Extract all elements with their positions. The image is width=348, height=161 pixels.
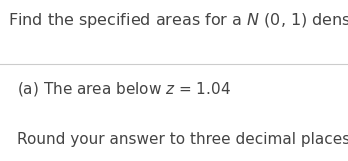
Text: Round your answer to three decimal places.: Round your answer to three decimal place… — [17, 132, 348, 147]
Text: Find the specified areas for a $\mathit{N}$ (0, 1) density.: Find the specified areas for a $\mathit{… — [8, 11, 348, 30]
Text: (a) The area below $z$ = 1.04: (a) The area below $z$ = 1.04 — [17, 80, 231, 99]
